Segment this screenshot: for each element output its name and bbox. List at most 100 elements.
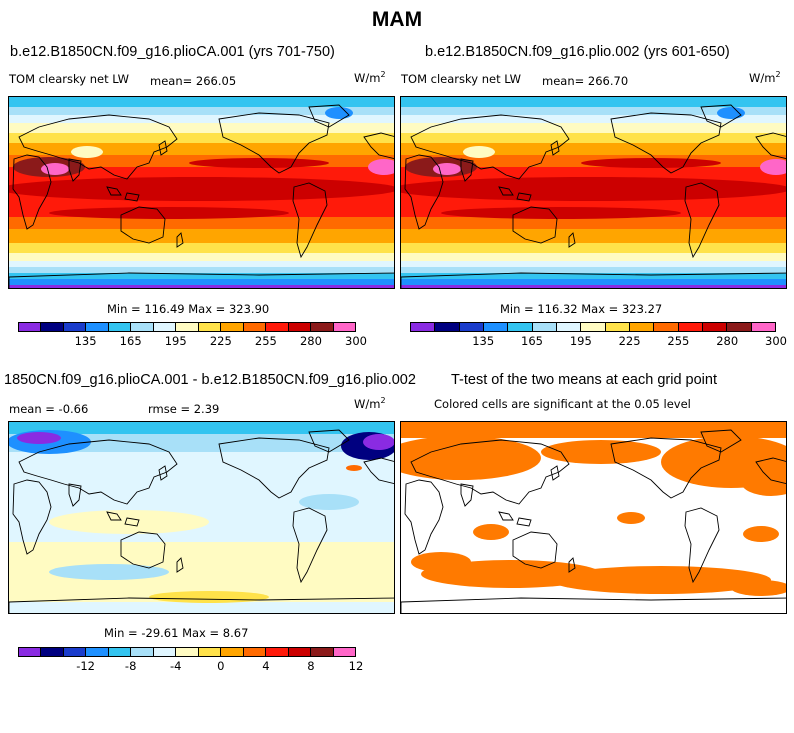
colorbar-swatch <box>243 648 267 656</box>
coastline <box>158 465 168 481</box>
coastline <box>516 517 532 527</box>
colorbar-swatch <box>508 323 533 331</box>
colorbar-swatch <box>411 323 436 331</box>
coastline <box>512 206 558 244</box>
lw-band <box>9 267 394 273</box>
lw-band <box>401 123 786 133</box>
coastline <box>568 557 576 573</box>
panel3-minmax: Min = -29.61 Max = 8.67 <box>104 626 249 640</box>
panel1-title: b.e12.B1850CN.f09_g16.plioCA.001 (yrs 70… <box>10 44 335 60</box>
colorbar-swatch <box>311 323 334 331</box>
panel3-mean: mean = -0.66 <box>9 402 89 416</box>
panel3-colorbar <box>18 647 356 657</box>
lw-band <box>401 279 786 285</box>
lw-band <box>9 115 394 123</box>
colorbar-tick-label: -8 <box>124 659 137 673</box>
coastline <box>363 457 394 484</box>
colorbar-swatch <box>532 323 557 331</box>
colorbar-tick-label: 135 <box>74 334 97 348</box>
colorbar-swatch <box>288 648 312 656</box>
coastline <box>106 511 122 521</box>
lw-band <box>401 217 786 229</box>
coastline <box>755 457 786 484</box>
colorbar-swatch <box>176 648 199 656</box>
lw-band <box>9 133 394 143</box>
coastline <box>12 154 52 230</box>
coastline <box>700 104 742 128</box>
panel2-colorbar <box>410 322 776 332</box>
lw-band <box>401 273 786 279</box>
lw-band <box>401 107 786 115</box>
coastline <box>9 597 394 613</box>
colorbar-swatch <box>176 323 199 331</box>
coastline <box>120 206 166 244</box>
coastline <box>308 104 350 128</box>
lw-band <box>9 229 394 243</box>
coastline <box>460 483 474 507</box>
lw-band <box>9 143 394 155</box>
panel4-map-svg <box>401 422 786 613</box>
lw-band <box>9 123 394 133</box>
ttest-region <box>741 468 786 496</box>
coastline <box>68 158 82 182</box>
panel3-units: W/m2 <box>354 396 386 411</box>
panel2-variable: TOM clearsky net LW <box>401 72 521 86</box>
coastline <box>404 479 444 555</box>
lw-band <box>401 285 786 288</box>
colorbar-swatch <box>41 323 64 331</box>
colorbar-tick-label: 280 <box>299 334 322 348</box>
coastline <box>124 192 140 202</box>
coastline <box>292 507 328 584</box>
diff-blob <box>346 465 362 471</box>
colorbar-swatch <box>435 323 460 331</box>
lw-band <box>9 285 394 288</box>
colorbar-swatch <box>243 323 267 331</box>
colorbar-swatch <box>63 648 87 656</box>
colorbar-swatch <box>288 323 312 331</box>
coastline <box>218 437 330 499</box>
colorbar-swatch <box>751 323 775 331</box>
diff-blob <box>299 494 359 510</box>
colorbar-swatch <box>459 323 484 331</box>
lw-band <box>9 107 394 115</box>
colorbar-swatch <box>556 323 582 331</box>
coastline <box>550 140 560 156</box>
diff-blob <box>159 552 339 572</box>
colorbar-tick-label: 12 <box>348 659 364 673</box>
panel1-variable: TOM clearsky net LW <box>9 72 129 86</box>
lw-core <box>9 177 394 201</box>
panel1-colorbar <box>18 322 356 332</box>
lw-greenland <box>717 107 745 119</box>
ttest-region <box>411 552 471 572</box>
panel3-title: 1850CN.f09_g16.plioCA.001 - b.e12.B1850C… <box>4 372 416 388</box>
colorbar-tick-label: 255 <box>667 334 690 348</box>
ttest-region <box>473 524 509 540</box>
lw-desert <box>368 159 394 175</box>
panel4-subtitle: Colored cells are significant at the 0.0… <box>434 397 691 411</box>
lw-band <box>9 253 394 261</box>
lw-core <box>49 207 289 219</box>
colorbar-swatch <box>221 323 244 331</box>
coastline <box>124 517 140 527</box>
coastline <box>755 132 786 159</box>
colorbar-swatch <box>131 323 154 331</box>
panel2-map-svg <box>401 97 786 288</box>
diff-blob <box>363 434 394 450</box>
lw-band <box>401 253 786 261</box>
colorbar-swatch <box>153 648 177 656</box>
lw-band <box>401 143 786 155</box>
colorbar-swatch <box>198 648 222 656</box>
ttest-region <box>551 566 771 594</box>
lw-greenland <box>325 107 353 119</box>
coastline <box>401 597 786 613</box>
colorbar-swatch <box>63 323 87 331</box>
panel1-mean: mean= 266.05 <box>150 74 237 88</box>
coastline <box>512 531 558 569</box>
lw-band <box>9 243 394 253</box>
coastline <box>308 429 350 453</box>
colorbar-swatch <box>108 648 132 656</box>
coastline <box>363 132 394 159</box>
colorbar-tick-label: 195 <box>569 334 592 348</box>
coastline <box>12 479 52 555</box>
colorbar-tick-label: 4 <box>262 659 270 673</box>
